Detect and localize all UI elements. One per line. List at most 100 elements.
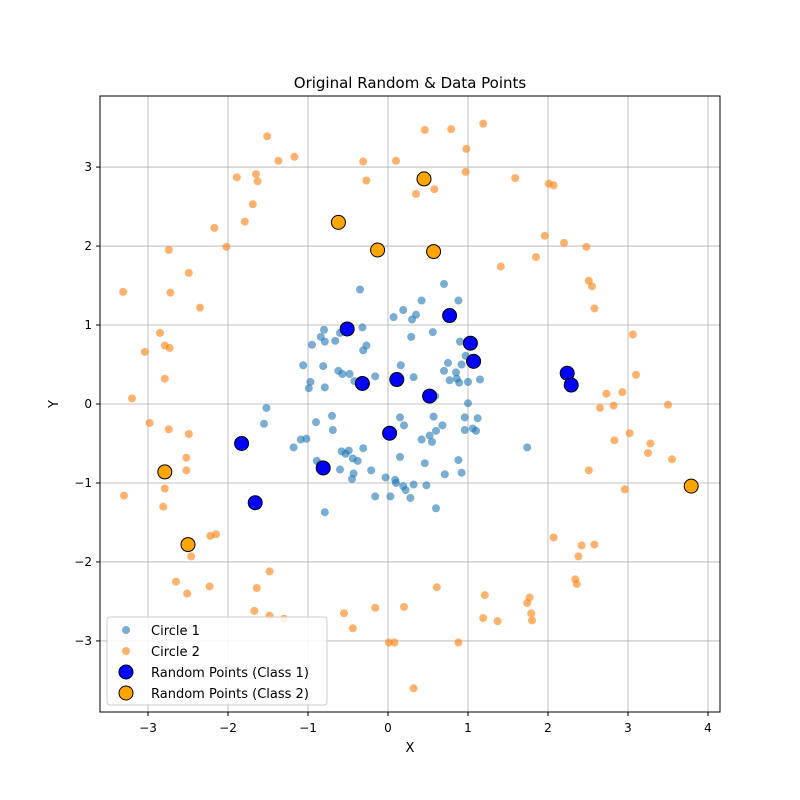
circle-1-point bbox=[454, 456, 463, 465]
random-class-1-point bbox=[422, 388, 438, 404]
y-tick-label: 3 bbox=[84, 160, 92, 174]
circle-2-point bbox=[120, 491, 128, 500]
circle-2-point bbox=[511, 174, 520, 183]
legend-label: Circle 2 bbox=[151, 645, 200, 660]
circle-2-point bbox=[205, 582, 214, 591]
circle-2-point bbox=[525, 593, 534, 602]
plot-frame bbox=[99, 95, 721, 713]
circle-2-point bbox=[159, 502, 168, 511]
circle-2-point bbox=[644, 448, 652, 457]
circle-2-point bbox=[400, 602, 408, 611]
random-class-2-point bbox=[330, 214, 346, 230]
circle-2-point bbox=[340, 609, 348, 618]
circle-2-point bbox=[183, 589, 192, 598]
circle-1-point bbox=[400, 421, 408, 430]
circle-1-point bbox=[356, 285, 364, 294]
circle-2-point bbox=[392, 156, 400, 165]
circle-2-point bbox=[610, 436, 619, 445]
legend-marker bbox=[122, 647, 130, 655]
circle-1-point bbox=[386, 492, 395, 501]
circle-2-point bbox=[348, 624, 357, 633]
legend-label: Random Points (Class 2) bbox=[151, 687, 309, 702]
circle-2-point bbox=[590, 304, 599, 313]
circle-2-point bbox=[596, 403, 604, 412]
circle-2-point bbox=[232, 173, 241, 182]
circle-2-point bbox=[172, 577, 180, 586]
circle-2-point bbox=[588, 282, 596, 291]
circle-2-point bbox=[165, 343, 174, 352]
circle-1-point bbox=[306, 377, 315, 386]
circle-2-point bbox=[574, 552, 583, 561]
x-tick-label: 1 bbox=[464, 721, 472, 735]
circle-2-point bbox=[496, 262, 505, 271]
circle-2-point bbox=[412, 189, 420, 198]
random-class-2-point bbox=[416, 171, 432, 187]
circle-1-point bbox=[464, 377, 472, 386]
circle-2-point bbox=[609, 401, 618, 410]
circle-2-point bbox=[362, 176, 371, 185]
circle-1-point bbox=[445, 376, 454, 385]
x-axis-label: X bbox=[406, 741, 415, 756]
circle-1-point bbox=[353, 456, 362, 465]
circle-2-point bbox=[184, 430, 193, 439]
circle-1-point bbox=[429, 412, 438, 421]
circle-2-point bbox=[409, 684, 418, 693]
circle-1-point bbox=[440, 279, 448, 288]
circle-1-point bbox=[428, 328, 437, 337]
circle-2-point bbox=[290, 152, 299, 161]
random-class-1-point bbox=[466, 353, 482, 369]
circle-2-point bbox=[359, 157, 368, 166]
circle-1-point bbox=[396, 413, 404, 422]
circle-2-point bbox=[584, 466, 593, 475]
circle-1-point bbox=[392, 478, 400, 487]
circle-1-point bbox=[358, 323, 367, 332]
circle-1-point bbox=[312, 418, 320, 427]
circle-1-point bbox=[331, 336, 340, 345]
circle-2-point bbox=[128, 394, 136, 403]
random-class-1-point bbox=[339, 321, 355, 337]
circle-1-point bbox=[359, 444, 368, 453]
circle-1-point bbox=[407, 332, 416, 341]
circle-1-point bbox=[399, 306, 408, 315]
circle-2-point bbox=[182, 466, 191, 475]
circle-2-point bbox=[160, 484, 169, 493]
circle-2-point bbox=[493, 617, 502, 626]
circle-1-point bbox=[432, 426, 440, 435]
circle-2-point bbox=[462, 144, 471, 153]
x-tick-label: −3 bbox=[139, 721, 157, 735]
circle-1-point bbox=[438, 421, 447, 430]
legend-box bbox=[106, 616, 328, 706]
circle-2-point bbox=[210, 223, 219, 232]
x-tick-label: −1 bbox=[299, 721, 317, 735]
circle-2-point bbox=[602, 389, 611, 398]
circle-1-point bbox=[476, 375, 484, 384]
circle-1-point bbox=[454, 296, 463, 305]
circle-2-point bbox=[164, 425, 173, 434]
circle-2-point bbox=[618, 388, 627, 397]
circle-2-point bbox=[160, 374, 169, 383]
circle-2-point bbox=[156, 328, 164, 337]
circle-2-point bbox=[527, 609, 536, 618]
random-class-1-point bbox=[563, 377, 579, 393]
circle-1-point bbox=[359, 346, 368, 355]
circle-1-point bbox=[289, 443, 298, 452]
circle-2-point bbox=[196, 303, 204, 312]
circle-1-point bbox=[320, 325, 328, 334]
circle-1-point bbox=[523, 443, 532, 452]
circle-2-point bbox=[625, 429, 634, 438]
circle-1-point bbox=[452, 368, 460, 377]
circle-1-point bbox=[444, 358, 452, 367]
circle-2-point bbox=[590, 540, 599, 549]
random-class-1-point bbox=[354, 375, 370, 391]
circle-2-point bbox=[212, 530, 220, 539]
legend-marker bbox=[118, 664, 134, 680]
circle-2-point bbox=[528, 616, 536, 625]
circle-1-point bbox=[320, 337, 329, 346]
circle-2-point bbox=[447, 125, 456, 134]
circle-1-point bbox=[367, 466, 376, 475]
circle-2-point bbox=[253, 177, 262, 186]
circle-2-point bbox=[384, 638, 393, 647]
circle-1-point bbox=[328, 411, 336, 420]
circle-2-point bbox=[265, 567, 274, 576]
circle-2-point bbox=[187, 552, 196, 561]
